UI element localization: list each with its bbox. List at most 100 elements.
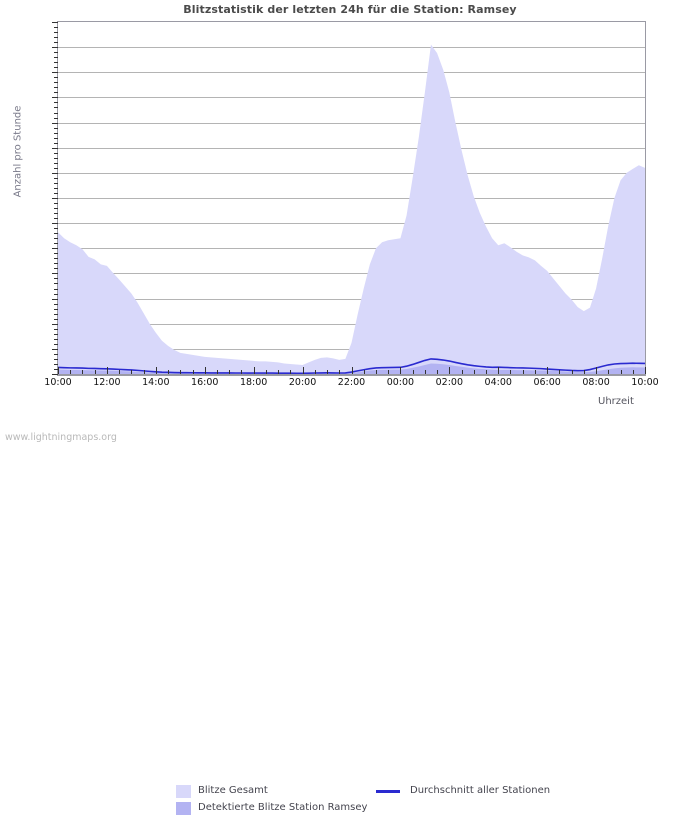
y-tick-minor bbox=[54, 283, 58, 285]
y-tick-minor bbox=[54, 243, 58, 245]
x-tick-major bbox=[253, 367, 255, 374]
gridline bbox=[58, 122, 645, 124]
x-tick-minor bbox=[412, 370, 414, 374]
y-tick-major bbox=[52, 374, 58, 375]
y-tick-major bbox=[52, 147, 58, 149]
y-tick-minor bbox=[54, 67, 58, 69]
x-tick-label: 10:00 bbox=[631, 377, 659, 388]
area-blitze-gesamt bbox=[58, 44, 645, 374]
y-tick-major bbox=[52, 172, 58, 174]
x-tick-major bbox=[449, 367, 451, 374]
gridline bbox=[58, 72, 645, 74]
x-tick-major bbox=[204, 367, 206, 374]
y-tick-minor bbox=[54, 203, 58, 205]
x-tick-major bbox=[106, 367, 108, 374]
x-tick-minor bbox=[241, 370, 243, 374]
x-tick-label: 08:00 bbox=[582, 377, 610, 388]
y-tick-minor bbox=[54, 333, 58, 335]
y-tick-minor bbox=[54, 42, 58, 44]
x-tick-minor bbox=[229, 370, 231, 374]
x-tick-minor bbox=[388, 370, 390, 374]
series-canvas bbox=[58, 44, 645, 374]
x-tick-minor bbox=[82, 370, 84, 374]
x-tick-minor bbox=[375, 370, 377, 374]
page-title: Blitzstatistik der letzten 24h für die S… bbox=[183, 3, 517, 16]
y-tick-major bbox=[52, 47, 58, 49]
y-tick-major bbox=[52, 223, 58, 225]
line-durchschnitt-aller-stationen bbox=[58, 358, 645, 374]
x-tick-minor bbox=[632, 370, 634, 374]
y-tick-minor bbox=[54, 117, 58, 119]
y-tick-minor bbox=[54, 263, 58, 265]
y-tick-minor bbox=[54, 177, 58, 179]
gridline bbox=[58, 248, 645, 250]
x-tick-major bbox=[351, 367, 353, 374]
y-tick-major bbox=[52, 248, 58, 250]
legend-label-blitze-gesamt: Blitze Gesamt bbox=[198, 785, 268, 796]
y-tick-minor bbox=[54, 338, 58, 340]
y-tick-minor bbox=[54, 37, 58, 39]
x-tick-minor bbox=[192, 370, 194, 374]
y-tick-minor bbox=[54, 52, 58, 54]
y-tick-minor bbox=[54, 213, 58, 215]
x-tick-minor bbox=[180, 370, 182, 374]
x-tick-label: 14:00 bbox=[142, 377, 170, 388]
y-tick-minor bbox=[54, 137, 58, 139]
x-tick-major bbox=[498, 367, 500, 374]
x-tick-minor bbox=[327, 370, 329, 374]
y-tick-minor bbox=[54, 368, 58, 370]
y-tick-minor bbox=[54, 328, 58, 330]
y-tick-minor bbox=[54, 162, 58, 164]
x-tick-minor bbox=[314, 370, 316, 374]
legend-label-detektierte-blitze-station: Detektierte Blitze Station Ramsey bbox=[198, 802, 368, 813]
x-tick-label: 12:00 bbox=[93, 377, 121, 388]
lightning-statistics-chart: Blitzstatistik der letzten 24h für die S… bbox=[5, 3, 659, 815]
x-tick-minor bbox=[534, 370, 536, 374]
x-tick-label: 22:00 bbox=[337, 377, 366, 388]
y-tick-minor bbox=[54, 87, 58, 89]
x-tick-minor bbox=[486, 370, 488, 374]
x-tick-minor bbox=[620, 370, 622, 374]
y-tick-minor bbox=[54, 167, 58, 169]
y-tick-minor bbox=[54, 187, 58, 189]
x-tick-label: 00:00 bbox=[386, 377, 415, 388]
x-tick-major bbox=[645, 367, 646, 374]
y-tick-major bbox=[52, 323, 58, 325]
y-tick-minor bbox=[54, 92, 58, 94]
y-tick-minor bbox=[54, 233, 58, 235]
y-tick-minor bbox=[54, 27, 58, 29]
y-tick-minor bbox=[54, 57, 58, 59]
x-tick-minor bbox=[168, 370, 170, 374]
y-tick-minor bbox=[54, 353, 58, 355]
y-tick-minor bbox=[54, 208, 58, 210]
gridline bbox=[58, 323, 645, 325]
y-tick-minor bbox=[54, 343, 58, 345]
y-tick-minor bbox=[54, 238, 58, 240]
x-tick-minor bbox=[437, 370, 439, 374]
legend-label-durchschnitt-aller-stationen: Durchschnitt aller Stationen bbox=[410, 785, 551, 796]
x-tick-minor bbox=[143, 370, 145, 374]
gridline bbox=[58, 172, 645, 174]
y-tick-minor bbox=[54, 192, 58, 194]
y-tick-major bbox=[52, 348, 58, 350]
gridline bbox=[58, 97, 645, 99]
y-tick-major bbox=[52, 22, 58, 23]
x-tick-minor bbox=[278, 370, 280, 374]
legend-swatch-blitze-gesamt bbox=[176, 785, 191, 798]
gridline bbox=[58, 273, 645, 275]
plot-inner bbox=[58, 22, 645, 374]
x-tick-major bbox=[596, 367, 598, 374]
x-tick-minor bbox=[339, 370, 341, 374]
y-tick-minor bbox=[54, 308, 58, 310]
x-tick-major bbox=[547, 367, 549, 374]
y-tick-minor bbox=[54, 278, 58, 280]
y-tick-minor bbox=[54, 228, 58, 230]
y-tick-major bbox=[52, 273, 58, 275]
legend-line-durchschnitt bbox=[376, 790, 400, 793]
x-tick-minor bbox=[461, 370, 463, 374]
x-tick-label: 04:00 bbox=[484, 377, 512, 388]
y-tick-minor bbox=[54, 313, 58, 315]
gridline bbox=[58, 223, 645, 225]
y-tick-minor bbox=[54, 358, 58, 360]
y-tick-minor bbox=[54, 62, 58, 64]
